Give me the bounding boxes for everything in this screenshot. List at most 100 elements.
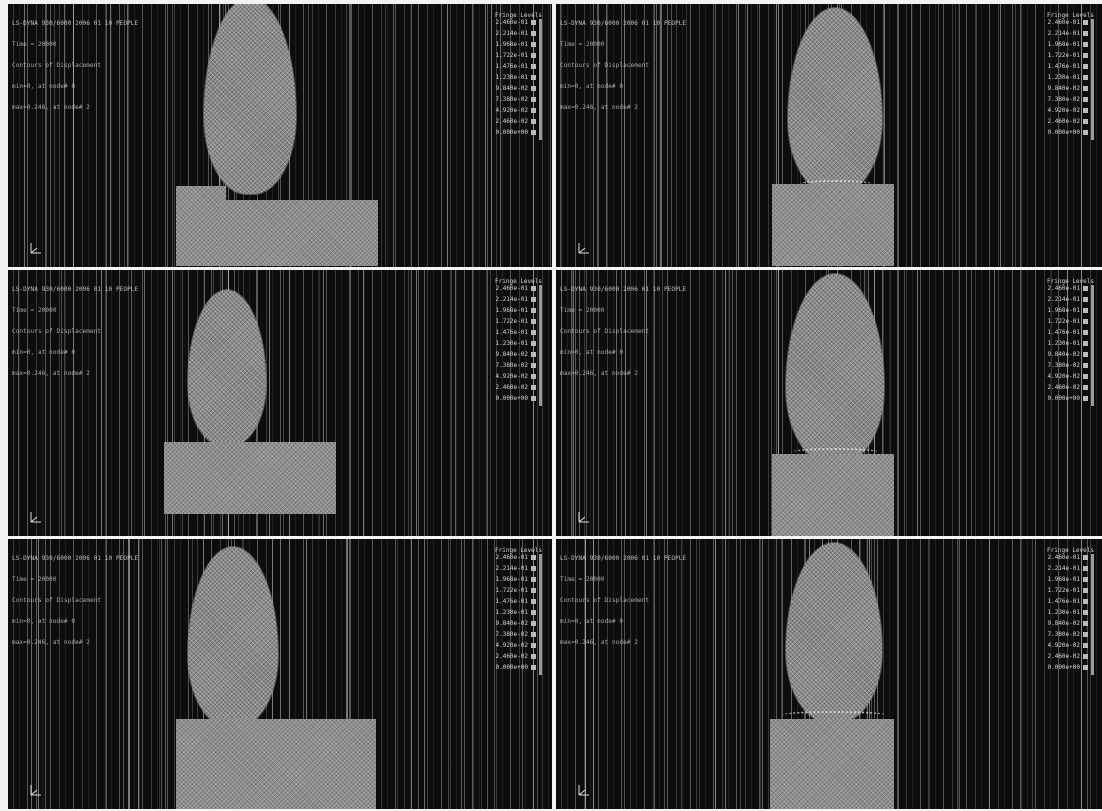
scale-title: Fringe Levels [495,12,542,19]
scale-list: 2.460e-01 2.214e-01 1.968e-01 1.722e-01 … [495,19,542,140]
scale-title: Fringe Levels [1047,547,1094,554]
info-line: Time = 20000 [560,576,605,583]
scanline [760,539,761,809]
scanline [725,539,726,809]
axis-triad-icon [28,508,44,524]
scale-item: 7.380e-02 [1047,362,1088,373]
scale-item: 1.722e-01 [1047,52,1088,63]
scale-item: 1.968e-01 [495,307,536,318]
axis-triad-icon [576,781,592,797]
scanline [738,4,739,267]
scanline [747,4,748,267]
info-line: LS-DYNA 930/6000 2006 01 10 PEOPLE [560,20,687,27]
scale-item: 7.380e-02 [495,362,536,373]
torso-block [176,719,376,809]
head-shape [788,8,882,194]
scanline [385,4,386,267]
torso-block [164,442,336,514]
scale-item: 4.920e-02 [1047,107,1088,118]
info-line: LS-DYNA 930/6000 2006 01 10 PEOPLE [560,555,687,562]
scanline [490,270,491,536]
fringe-scale: Fringe Levels 2.460e-01 2.214e-01 1.968e… [1047,278,1094,406]
scale-item: 1.968e-01 [495,41,536,52]
scanline [715,539,716,809]
scanline [485,4,486,267]
scale-item: 9.840e-02 [1047,85,1088,96]
info-line: min=0, at node# 0 [560,349,624,356]
scanline [729,270,730,536]
torso-block [772,184,894,266]
scanline [486,270,487,536]
scanline [411,539,412,809]
scanline [550,4,551,267]
fringe-scale: Fringe Levels 2.460e-01 2.214e-01 1.968e… [495,278,542,406]
viewport-bottom-left[interactable]: LS-DYNA 930/6000 2006 01 10 PEOPLE Time … [8,539,552,809]
scale-item: 0.000e+00 [1047,129,1088,140]
scanline [363,270,364,536]
scanline [451,270,452,536]
viewport-bottom-right[interactable]: LS-DYNA 930/6000 2006 01 10 PEOPLE Time … [556,539,1102,809]
scale-item: 2.460e-02 [1047,118,1088,129]
scale-item: 2.460e-01 [1047,19,1088,30]
scanline [917,270,918,536]
scale-item: 1.722e-01 [1047,587,1088,598]
scale-item: 1.968e-01 [495,576,536,587]
info-line: min=0, at node# 0 [12,83,76,90]
scanline [159,539,160,809]
fringe-scale: Fringe Levels 2.460e-01 2.214e-01 1.968e… [1047,547,1094,675]
scale-item: 1.476e-01 [495,329,536,340]
scanline [928,539,929,809]
neck-collar [800,180,872,188]
scale-list: 2.460e-01 2.214e-01 1.968e-01 1.722e-01 … [1047,19,1094,140]
scanline [397,539,398,809]
scanline [1032,539,1033,809]
scale-item: 1.722e-01 [495,587,536,598]
head-shape [786,274,884,464]
scale-item: 2.460e-01 [1047,554,1088,565]
scale-title: Fringe Levels [495,278,542,285]
scale-item: 2.460e-01 [495,19,536,30]
torso-block [218,200,378,266]
scale-item: 1.476e-01 [1047,63,1088,74]
scale-item: 2.214e-01 [495,30,536,41]
scanline [1000,4,1001,267]
viewport-middle-left[interactable]: LS-DYNA 930/6000 2006 01 10 PEOPLE Time … [8,270,552,536]
info-line: Time = 20000 [12,576,57,583]
scanline [989,539,990,809]
scanline [481,539,482,809]
scanline [696,539,697,809]
scanline [424,270,425,536]
scanline [904,270,905,536]
scale-item: 1.230e-01 [1047,340,1088,351]
scale-item: 1.230e-01 [1047,609,1088,620]
axis-triad-icon [576,508,592,524]
info-line: max=0.246, at node# 2 [12,104,90,111]
scale-item: 7.380e-02 [495,96,536,107]
scale-item: 1.722e-01 [1047,318,1088,329]
scanline [139,539,140,809]
axis-triad-icon [28,239,44,255]
scanline [994,270,995,536]
scanline [957,539,958,809]
scale-item: 4.920e-02 [1047,373,1088,384]
scale-item: 9.840e-02 [495,351,536,362]
scale-item: 1.722e-01 [495,52,536,63]
axis-triad-icon [576,239,592,255]
scale-item: 1.722e-01 [495,318,536,329]
scale-item: 2.460e-01 [495,554,536,565]
scale-item: 2.460e-02 [495,384,536,395]
torso-block [772,454,894,536]
info-line: Contours of Displacement [560,597,650,604]
info-line: Contours of Displacement [12,328,102,335]
viewport-top-right[interactable]: LS-DYNA 930/6000 2006 01 10 PEOPLE Time … [556,4,1102,267]
scale-item: 0.000e+00 [495,395,536,406]
scale-item: 1.476e-01 [495,598,536,609]
info-line: Contours of Displacement [12,597,102,604]
model-info: LS-DYNA 930/6000 2006 01 10 PEOPLE Time … [12,6,138,125]
viewport-middle-right[interactable]: LS-DYNA 930/6000 2006 01 10 PEOPLE Time … [556,270,1102,536]
viewport-top-left[interactable]: LS-DYNA 930/6000 2006 01 10 PEOPLE Time … [8,4,552,267]
info-line: max=0.246, at node# 2 [560,104,638,111]
scale-item: 4.920e-02 [495,107,536,118]
scale-list: 2.460e-01 2.214e-01 1.968e-01 1.722e-01 … [1047,554,1094,675]
scanline [491,4,492,267]
